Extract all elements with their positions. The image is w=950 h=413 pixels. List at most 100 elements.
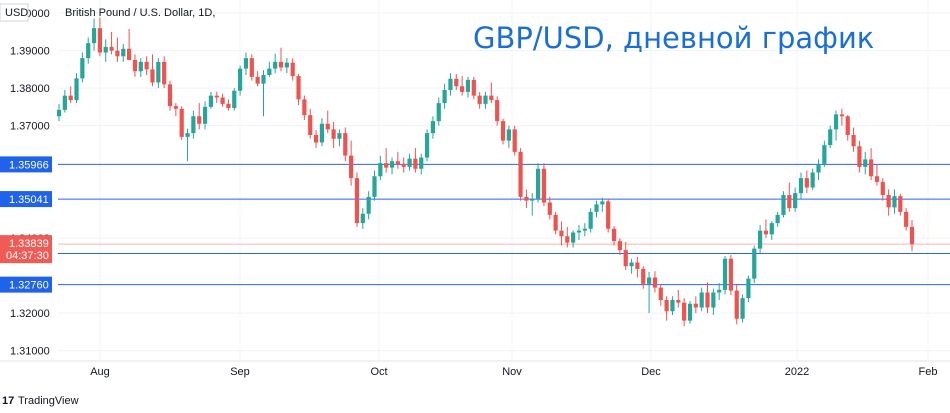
- candle-body: [167, 84, 173, 107]
- candle-up: [775, 211, 780, 227]
- candle-body: [144, 61, 149, 70]
- candle-body: [629, 262, 634, 267]
- candle-down: [787, 182, 792, 212]
- level-badge: 1.35966: [0, 156, 52, 173]
- price-badges: 1.359661.350411.335901.327601.3383904:37…: [0, 156, 52, 293]
- candle-body: [313, 135, 319, 143]
- candle-up: [372, 170, 377, 201]
- candle-body: [816, 163, 821, 173]
- candle-body: [401, 163, 406, 167]
- candle-down: [278, 47, 284, 72]
- candle-body: [781, 195, 786, 215]
- candle-body: [162, 61, 167, 85]
- candle-body: [384, 163, 389, 168]
- candle-down: [214, 91, 219, 104]
- candle-body: [524, 196, 529, 201]
- candle-down: [115, 37, 120, 62]
- candle-body: [343, 133, 348, 156]
- candle-down: [512, 125, 517, 156]
- candle-body: [325, 123, 330, 130]
- candle-body: [436, 103, 441, 122]
- level-badge: 1.32760: [0, 276, 52, 293]
- candle-up: [56, 103, 62, 122]
- candle-body: [588, 211, 593, 229]
- candle-body: [413, 158, 418, 169]
- countdown-label: 04:37:30: [6, 250, 49, 262]
- candle-body: [635, 262, 640, 269]
- candle-down: [325, 110, 330, 134]
- candle-body: [395, 161, 400, 164]
- candle-down: [623, 241, 628, 270]
- candle-body: [717, 289, 722, 293]
- candle-down: [909, 220, 915, 252]
- candle-down: [658, 285, 663, 306]
- candle-body: [722, 258, 728, 290]
- candle-up: [360, 208, 365, 229]
- candle-down: [845, 115, 850, 141]
- candle-down: [606, 198, 611, 233]
- candle-body: [360, 213, 365, 224]
- candle-body: [518, 151, 523, 197]
- candle-body: [874, 176, 880, 182]
- candle-up: [798, 172, 804, 199]
- candle-body: [471, 79, 476, 96]
- candle-up: [448, 73, 453, 96]
- candle-down: [565, 226, 570, 248]
- candle-up: [816, 159, 821, 180]
- candle-up: [530, 193, 535, 216]
- candle-up: [594, 200, 599, 218]
- candle-body: [86, 43, 91, 59]
- candle-body: [156, 61, 161, 83]
- time-axis[interactable]: Aug Sep Oct Nov Dec 2022 Feb: [90, 366, 937, 378]
- candle-body: [454, 78, 459, 87]
- candle-up: [863, 151, 868, 175]
- candle-down: [728, 255, 733, 296]
- candle-body: [121, 48, 126, 57]
- candle-down: [868, 148, 874, 180]
- candle-down: [255, 71, 260, 87]
- x-tick-label: 2022: [785, 366, 809, 378]
- candle-body: [138, 61, 143, 72]
- price-axis[interactable]: 1.400001.390001.380001.370001.340001.320…: [10, 8, 50, 358]
- candle-body: [693, 303, 698, 308]
- candle-down: [553, 211, 558, 235]
- candle-down: [886, 189, 891, 216]
- candle-body: [127, 48, 132, 60]
- candle-down: [804, 170, 809, 194]
- candle-body: [202, 106, 208, 124]
- candle-up: [822, 140, 827, 167]
- candle-up: [74, 73, 79, 104]
- candle-body: [541, 168, 547, 203]
- candle-up: [238, 65, 243, 96]
- candle-body: [571, 232, 576, 243]
- candle-up: [430, 116, 436, 139]
- candle-up: [185, 128, 190, 162]
- candle-down: [349, 140, 354, 186]
- candle-down: [226, 99, 231, 111]
- currency-badge-box[interactable]: [0, 3, 29, 22]
- candle-body: [670, 300, 675, 312]
- candle-down: [401, 157, 406, 173]
- candle-body: [559, 230, 564, 237]
- candle-body: [197, 116, 202, 124]
- candle-down: [395, 151, 400, 169]
- candle-up: [828, 125, 833, 149]
- x-tick-label: Aug: [90, 366, 110, 378]
- candle-up: [582, 223, 587, 237]
- candle-down: [471, 76, 476, 100]
- currency-badge[interactable]: USD: [5, 7, 28, 19]
- candle-down: [489, 82, 494, 104]
- footer-brand: TradingView: [18, 395, 79, 407]
- candle-down: [617, 238, 622, 255]
- candle-body: [617, 241, 622, 251]
- candle-down: [150, 54, 155, 87]
- candle-up: [629, 258, 634, 274]
- candle-body: [179, 108, 184, 137]
- candle-down: [693, 296, 698, 314]
- candle-down: [898, 193, 903, 216]
- candle-down: [97, 17, 103, 57]
- candle-down: [518, 148, 523, 201]
- overlay-title: GBP/USD, дневной график: [473, 21, 874, 55]
